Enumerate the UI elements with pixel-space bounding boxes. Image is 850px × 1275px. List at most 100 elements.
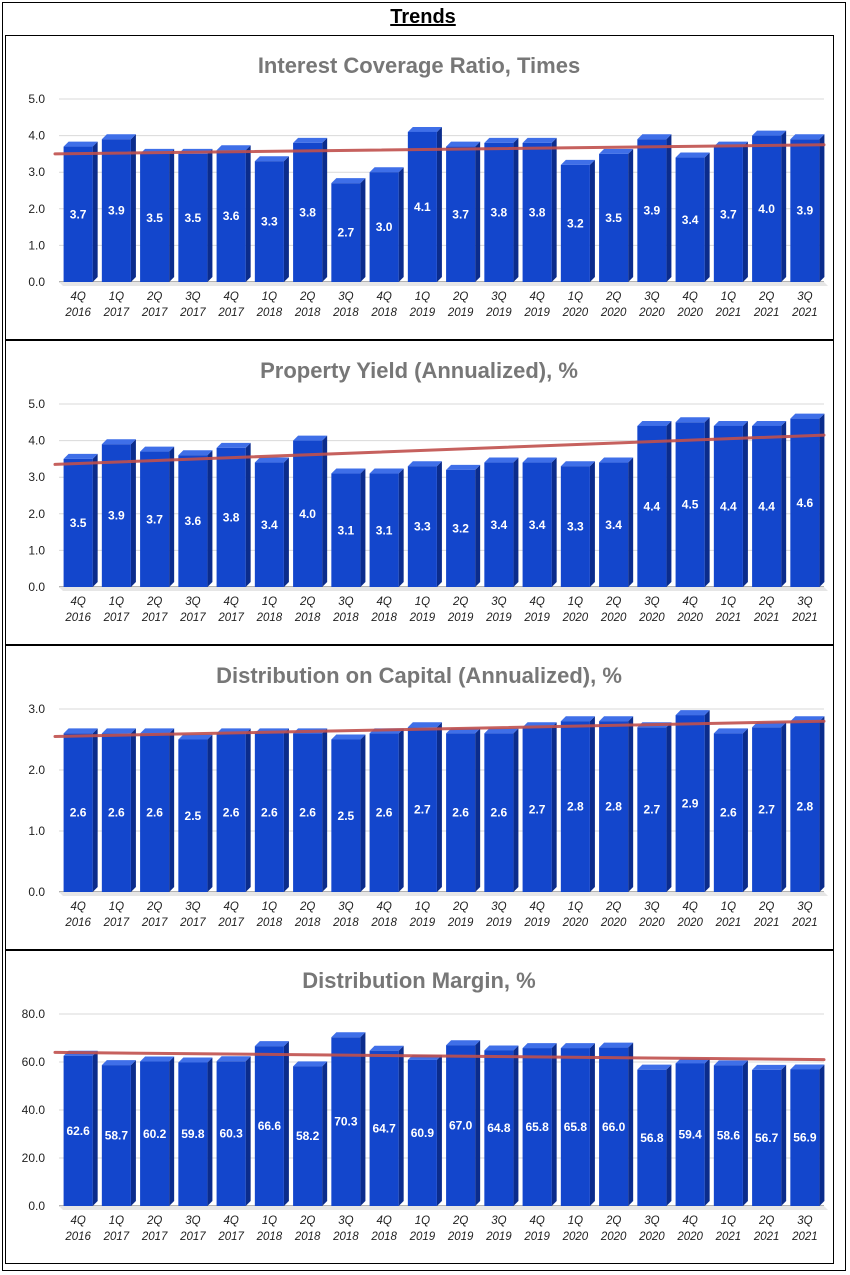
bar [331,1032,366,1206]
x-category-line: 2Q [452,596,468,608]
bar-top [369,1045,404,1051]
x-category-line: 2Q [605,291,621,303]
chart-panel-distribution-capital: Distribution on Capital (Annualized), % 0… [5,645,834,950]
x-category-line: 4Q [223,596,238,608]
x-category-line: 3Q [491,291,506,303]
bar [331,734,366,892]
bar-side [169,728,175,892]
data-label: 2.6 [491,806,508,820]
bar-side [245,728,251,892]
bar [293,137,328,282]
bar-top [484,137,519,143]
data-label: 3.4 [605,518,622,532]
x-category-label: 1Q 2019 [409,901,436,929]
bar-front [675,422,705,587]
x-category-line: 4Q [529,1215,544,1227]
x-category-line: 2019 [485,612,512,624]
bar-top [675,710,710,716]
bar [675,710,710,892]
bar-side [322,435,328,587]
bar-side [398,1045,404,1206]
y-tick-label: 40.0 [22,1103,46,1117]
x-category-label: 2Q 2020 [600,596,627,624]
bar [522,722,557,892]
x-category-line: 2019 [485,917,512,929]
x-category-line: 3Q [644,1215,659,1227]
x-category-label: 1Q 2019 [409,291,436,319]
bar-side [475,728,481,892]
x-category-line: 1Q [415,901,430,913]
x-category-line: 1Q [415,596,430,608]
bar-front [369,473,399,587]
bar-side [781,722,787,892]
x-category-label: 3Q 2018 [332,596,359,624]
data-label: 56.7 [755,1131,779,1145]
bar-side [781,130,787,282]
x-category-line: 2019 [409,307,436,319]
bar-side [169,446,175,587]
bar-top [446,1040,481,1046]
bar-top [101,728,136,734]
bar-top [599,716,634,722]
x-category-line: 2Q [758,901,774,913]
x-category-line: 2018 [332,612,359,624]
data-label: 2.6 [223,806,240,820]
x-category-line: 2018 [256,917,283,929]
data-label: 59.4 [678,1128,702,1142]
bar-top [713,1060,748,1066]
bar [560,1043,595,1206]
bar [599,1042,634,1206]
bar-side [322,728,328,892]
bar-front [140,733,170,892]
bar [216,442,251,587]
bar-side [628,716,634,892]
bar-front [216,150,246,282]
x-category-line: 2020 [638,1231,665,1243]
x-category-line: 2020 [638,612,665,624]
data-label: 2.8 [797,800,814,814]
x-category-label: 4Q 2019 [523,291,550,319]
x-category-line: 2021 [715,307,742,319]
bar-side [589,716,595,892]
x-category-line: 2018 [370,1231,397,1243]
x-category-line: 2021 [715,1231,742,1243]
x-category-line: 1Q [262,291,277,303]
bar-front [599,1047,629,1206]
x-category-label: 1Q 2017 [103,596,130,624]
x-category-line: 2Q [299,596,315,608]
bar-front [560,1048,590,1206]
y-tick-label: 2.0 [28,763,45,777]
bar-side [169,1056,175,1206]
y-tick-label: 4.0 [28,129,45,143]
x-category-line: 4Q [223,901,238,913]
x-category-line: 2017 [103,917,130,929]
data-label: 3.9 [797,204,814,218]
x-category-line: 1Q [568,596,583,608]
bar-top [407,461,442,467]
x-category-line: 3Q [338,901,353,913]
bar-front [637,425,667,587]
bar-front [293,142,323,282]
x-category-line: 2019 [523,612,550,624]
bar-side [436,722,442,892]
bar-front [101,1065,131,1206]
bar [407,1054,442,1206]
floor [59,587,828,591]
x-category-line: 1Q [568,1215,583,1227]
bar [101,439,136,587]
bar-top [599,457,634,463]
x-category-line: 4Q [70,596,85,608]
bar-front [484,142,514,282]
data-label: 2.6 [146,806,163,820]
bar-front [369,172,399,282]
x-category-label: 3Q 2017 [179,596,206,624]
bar-side [283,728,289,892]
x-category-line: 2016 [64,1231,91,1243]
bar-side [130,439,136,587]
y-tick-label: 3.0 [28,702,45,716]
trend-line [53,143,826,156]
bar-top [407,722,442,728]
x-category-line: 4Q [223,1215,238,1227]
data-label: 2.5 [185,809,202,823]
bar-front [331,183,361,282]
